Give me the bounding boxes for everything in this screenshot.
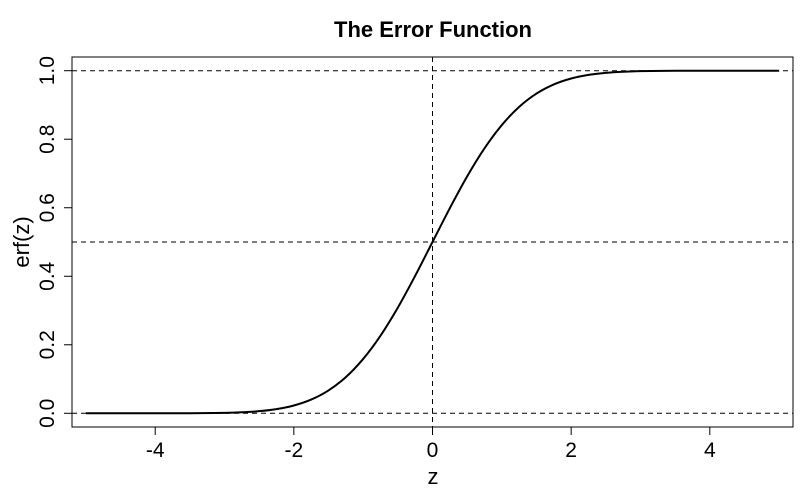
chart-title: The Error Function xyxy=(334,17,532,42)
y-axis-label: erf(z) xyxy=(9,216,34,267)
y-tick-label: 0.0 xyxy=(36,399,59,428)
series-layer xyxy=(85,69,780,415)
y-tick-label: 1.0 xyxy=(36,56,59,85)
y-tick-label: 0.8 xyxy=(36,125,59,154)
x-tick-label: -2 xyxy=(285,439,304,462)
y-axis: 0.0 0.2 0.4 0.6 0.8 1.0 xyxy=(36,56,72,428)
x-tick-label: 0 xyxy=(427,439,439,462)
x-tick-label: 2 xyxy=(565,439,577,462)
x-tick-label: -4 xyxy=(146,439,165,462)
series-line-0 xyxy=(85,69,780,415)
y-tick-label: 0.4 xyxy=(36,261,59,291)
x-axis-label: z xyxy=(428,464,439,489)
y-tick-label: 0.2 xyxy=(36,330,59,359)
x-tick-label: 4 xyxy=(704,439,716,462)
y-tick-label: 0.6 xyxy=(36,193,59,222)
x-axis: -4 -2 0 2 4 xyxy=(146,427,716,462)
